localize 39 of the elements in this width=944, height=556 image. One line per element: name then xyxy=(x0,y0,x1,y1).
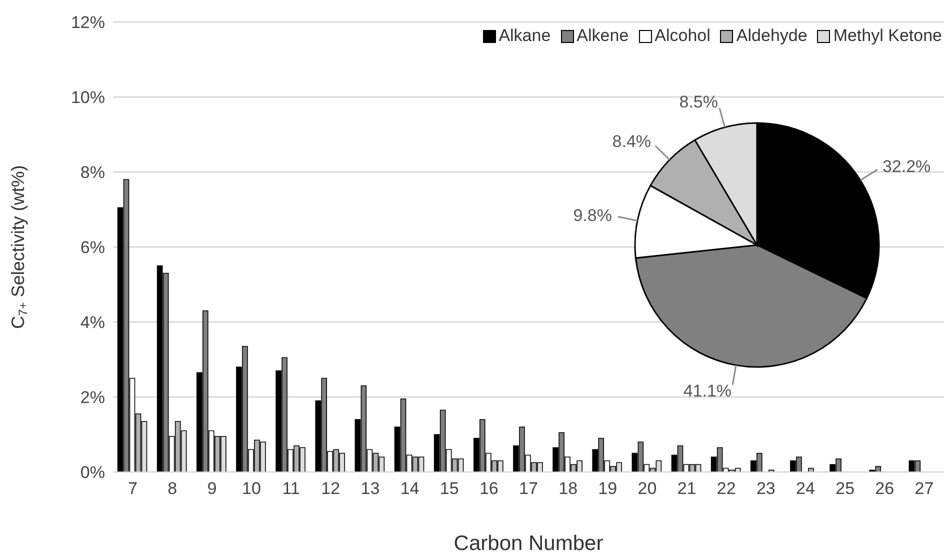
data-label: 41.1% xyxy=(683,381,732,400)
x-tick-label: 23 xyxy=(756,479,776,498)
data-label: 32.2% xyxy=(882,156,931,176)
x-tick-label: 7 xyxy=(128,479,138,498)
x-tick-label: 27 xyxy=(914,479,934,498)
legend-label: Methyl Ketone xyxy=(833,26,942,46)
x-tick-label: 11 xyxy=(282,479,300,498)
legend-label: Alkane xyxy=(498,26,551,46)
legend-label: Alkene xyxy=(576,26,629,46)
legend-label: Alcohol xyxy=(654,26,710,46)
y-tick-label: 8% xyxy=(80,163,105,182)
x-tick-label: 18 xyxy=(558,479,578,498)
x-tick-label: 8 xyxy=(168,479,178,498)
data-label: 8.4% xyxy=(612,132,652,152)
x-tick-label: 13 xyxy=(360,479,380,498)
x-tick-label: 24 xyxy=(796,479,815,498)
x-tick-label: 10 xyxy=(242,479,261,498)
x-tick-label: 22 xyxy=(716,479,736,498)
y-tick-label: 0% xyxy=(80,463,105,482)
x-tick-label: 25 xyxy=(836,479,855,498)
x-tick-label: 19 xyxy=(598,479,618,498)
legend-label: Aldehyde xyxy=(736,26,808,46)
y-tick-label: 10% xyxy=(70,88,105,108)
y-tick-label: 12% xyxy=(70,13,105,32)
y-tick-label: 6% xyxy=(80,238,105,258)
x-tick-label: 9 xyxy=(207,479,217,498)
x-tick-label: 15 xyxy=(440,479,459,498)
data-label: 9.8% xyxy=(573,206,612,225)
x-tick-label: 12 xyxy=(321,479,340,498)
x-tick-label: 26 xyxy=(875,479,894,498)
y-tick-label: 2% xyxy=(80,388,105,408)
x-tick-label: 14 xyxy=(400,479,420,498)
data-label: 8.5% xyxy=(679,92,718,112)
x-axis-title: Carbon Number xyxy=(454,532,604,555)
x-tick-label: 17 xyxy=(519,479,538,498)
x-tick-label: 21 xyxy=(677,479,696,498)
x-tick-label: 20 xyxy=(638,479,657,498)
x-tick-label: 16 xyxy=(479,479,498,498)
y-tick-label: 4% xyxy=(80,313,105,332)
